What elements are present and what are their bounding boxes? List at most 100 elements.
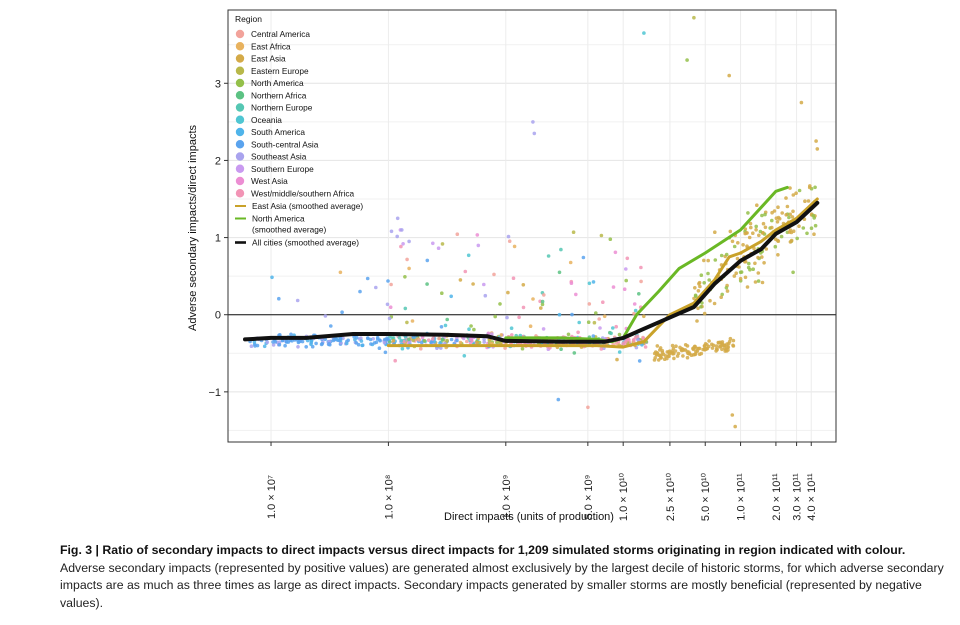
scatter-point — [425, 258, 430, 263]
scatter-point — [795, 236, 799, 241]
scatter-point — [803, 199, 807, 203]
scatter-point — [397, 336, 402, 340]
scatter-point — [458, 340, 463, 345]
scatter-point — [774, 216, 779, 220]
scatter-point — [366, 336, 370, 340]
scatter-point — [249, 344, 254, 349]
scatter-point — [790, 215, 795, 219]
y-tick-label: 0 — [215, 310, 221, 322]
scatter-point — [531, 297, 535, 301]
legend-swatch — [235, 152, 245, 161]
scatter-point — [506, 290, 510, 295]
scatter-point — [559, 347, 563, 352]
scatter-point — [714, 349, 718, 353]
scatter-point — [755, 203, 759, 207]
scatter-point — [557, 312, 562, 317]
scatter-point — [761, 221, 766, 226]
scatter-point — [615, 357, 619, 362]
scatter-point — [440, 291, 444, 296]
scatter-point — [779, 234, 784, 239]
scatter-point — [708, 298, 712, 303]
scatter-point — [374, 340, 379, 345]
scatter-point — [680, 348, 684, 353]
scatter-point — [483, 293, 488, 298]
scatter-point — [570, 312, 574, 317]
scatter-point — [439, 325, 444, 329]
x-tick-label: 1.0 × 10⁷ — [266, 475, 278, 519]
y-tick-label: 1 — [215, 233, 221, 245]
scatter-point — [599, 233, 604, 238]
scatter-point — [631, 338, 636, 342]
scatter-point — [495, 340, 499, 345]
scatter-point — [557, 270, 562, 275]
scatter-point — [674, 344, 678, 349]
scatter-point — [763, 225, 768, 230]
scatter-point — [725, 349, 729, 353]
scatter-point — [571, 230, 576, 234]
scatter-point — [403, 306, 408, 311]
legend-swatch — [235, 66, 245, 75]
scatter-point — [632, 311, 636, 316]
scatter-point — [711, 343, 716, 348]
x-tick-label: 2.0 × 10¹¹ — [771, 473, 783, 521]
scatter-point — [569, 281, 574, 286]
scatter-point — [517, 315, 521, 320]
scatter-point — [577, 320, 581, 325]
scatter-point — [797, 224, 801, 228]
scatter-point — [788, 186, 792, 190]
scatter-point — [745, 244, 749, 248]
scatter-point — [462, 354, 467, 358]
scatter-point — [407, 337, 411, 342]
scatter-point — [327, 342, 331, 346]
scatter-point — [252, 340, 257, 344]
scatter-point — [812, 232, 816, 236]
grid — [228, 10, 836, 442]
scatter-point — [622, 287, 627, 292]
scatter-point — [738, 276, 743, 281]
scatter-point — [611, 285, 616, 289]
scatter-point — [384, 338, 388, 342]
scatter-point — [643, 345, 648, 349]
scatter-point — [762, 261, 766, 265]
scatter-point — [773, 244, 778, 249]
scatter-point — [382, 341, 387, 345]
scatter-point — [743, 259, 748, 264]
scatter-point — [388, 305, 393, 310]
scatter-point — [463, 269, 468, 274]
scatter-point — [407, 239, 411, 244]
scatter-point — [617, 332, 622, 337]
legend-label: North America — [252, 214, 305, 224]
scatter-point — [531, 120, 535, 124]
scatter-point — [587, 302, 592, 306]
scatter-point — [754, 228, 758, 232]
scatter-point — [368, 337, 373, 342]
scatter-point — [426, 338, 431, 343]
scatter-point — [725, 289, 730, 293]
scatter-point — [685, 355, 690, 360]
scatter-point — [775, 238, 780, 243]
scatter-point — [727, 73, 731, 78]
x-tick-label: 1.0 × 10¹⁰ — [618, 472, 630, 521]
scatter-point — [476, 243, 481, 248]
scatter-point — [435, 346, 439, 351]
scatter-point — [329, 324, 333, 328]
x-tick-label: 1.0 × 10⁹ — [501, 475, 513, 520]
scatter-point — [440, 337, 445, 342]
scatter-point — [437, 336, 442, 341]
scatter-point — [730, 239, 735, 244]
scatter-point — [754, 224, 758, 229]
scatter-point — [482, 340, 487, 344]
scatter-point — [389, 229, 394, 234]
scatter-point — [540, 299, 545, 304]
scatter-point — [337, 338, 341, 343]
scatter-point — [625, 256, 630, 261]
scatter-point — [386, 279, 390, 283]
scatter-point — [532, 131, 537, 136]
scatter-point — [592, 320, 597, 325]
scatter-point — [801, 226, 806, 230]
scatter-point — [624, 340, 628, 344]
scatter-point — [420, 340, 424, 345]
scatter-point — [686, 351, 690, 356]
scatter-point — [391, 338, 396, 343]
scatter-point — [425, 282, 429, 286]
